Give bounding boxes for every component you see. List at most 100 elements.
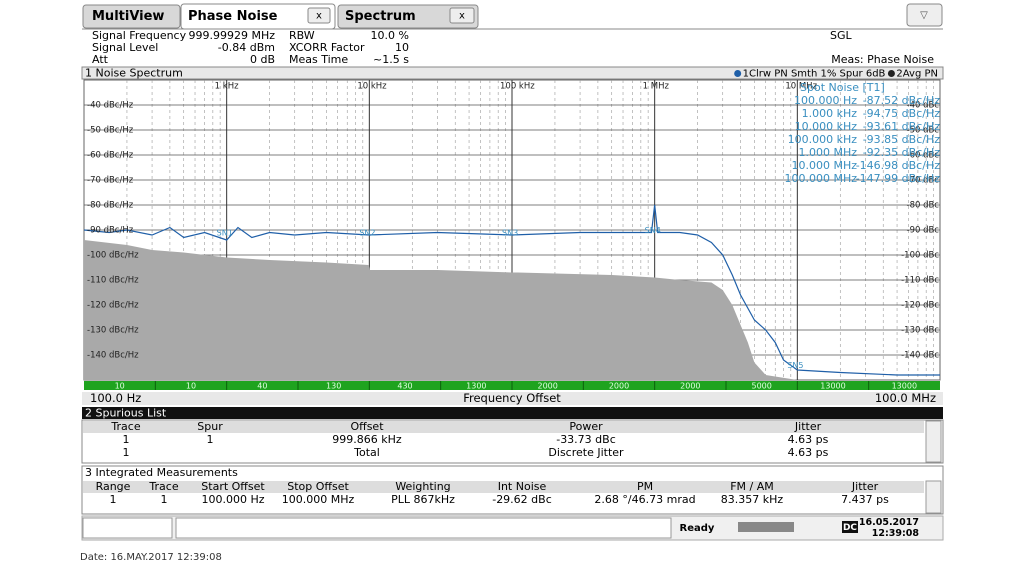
legend-label: 1Clrw PN Smth 1% Spur 6dB <box>743 69 886 80</box>
column-header: Jitter <box>851 480 879 493</box>
spot-value: -147.99 dBc/Hz <box>856 172 941 185</box>
info-value: ~1.5 s <box>373 53 409 66</box>
info-label: Signal Level <box>92 41 158 54</box>
span-label: 5000 <box>751 382 771 391</box>
span-label: 10 <box>115 382 125 391</box>
y-tick-label: -90 dBc/Hz <box>87 226 134 236</box>
x-tick-label: 1 kHz <box>215 82 239 92</box>
info-value: -0.84 dBm <box>218 41 275 54</box>
y-tick-label-right: -120 dBc <box>901 301 939 311</box>
x-start: 100.0 Hz <box>90 391 141 405</box>
tab-bg[interactable] <box>82 4 181 29</box>
span-label: 10 <box>186 382 196 391</box>
content: MultiView Phase Noise Spectrum Signal Frequ… <box>80 9 940 563</box>
marker-label: SN2 <box>359 229 375 238</box>
cell: 1 <box>123 446 130 459</box>
column-header: Jitter <box>794 420 822 433</box>
marker-label: SN1 <box>217 229 233 238</box>
cell: 1 <box>123 433 130 446</box>
y-tick-label: -110 dBc/Hz <box>87 276 139 286</box>
x-end: 100.0 MHz <box>875 391 936 405</box>
y-tick-label: -40 dBc/Hz <box>87 101 134 111</box>
cell: 100.000 MHz <box>282 493 355 506</box>
window-title: 2 Spurious List <box>85 407 167 420</box>
trace-line <box>83 204 940 376</box>
dropdown-button[interactable] <box>906 3 943 27</box>
dropdown-icon: ▽ <box>920 10 928 21</box>
y-tick-label-right: -140 dBc <box>901 351 939 361</box>
y-tick-label: -70 dBc/Hz <box>87 176 134 186</box>
info-value: 0 dB <box>250 53 275 66</box>
spot-frequency: 10.000 kHz <box>795 120 858 133</box>
column-header: FM / AM <box>730 480 774 493</box>
y-tick-label: -140 dBc/Hz <box>87 351 139 361</box>
close-button[interactable] <box>307 7 331 24</box>
span-label: 40 <box>257 382 267 391</box>
dc-badge <box>842 521 858 533</box>
y-tick-label: -50 dBc/Hz <box>87 126 134 136</box>
info-value: 10.0 % <box>371 29 409 42</box>
info-label: Att <box>92 53 109 66</box>
scrollbar[interactable] <box>925 480 942 514</box>
column-header: Weighting <box>395 480 450 493</box>
cell: 100.000 Hz <box>201 493 264 506</box>
spot-frequency: 10.000 MHz <box>791 159 857 172</box>
sweep-mode: SGL <box>830 29 853 42</box>
trace-area <box>84 240 940 380</box>
y-tick-label-right: -80 dBc <box>907 201 940 211</box>
y-tick-label-right: -130 dBc <box>901 326 939 336</box>
input-box[interactable] <box>175 517 672 539</box>
window-title-bar <box>81 66 944 80</box>
column-header: Start Offset <box>201 480 265 493</box>
y-tick-label-right: -60 dBc <box>907 151 940 161</box>
measurement-name: Meas: Phase Noise <box>831 53 934 66</box>
marker-label: SN3 <box>502 229 518 238</box>
spot-value: -93.61 dBc/Hz <box>863 120 941 133</box>
y-tick-label-right: -40 dBc <box>907 101 940 111</box>
legend-label: 2Avg PN <box>896 69 938 80</box>
info-label: Signal Frequency <box>92 29 187 42</box>
span-label: 1300 <box>466 382 486 391</box>
span-label: 13000 <box>820 382 845 391</box>
cell: 999.866 kHz <box>332 433 402 446</box>
column-header: Int Noise <box>498 480 547 493</box>
column-header: Power <box>569 420 603 433</box>
cell: 2.68 °/46.73 mrad <box>594 493 695 506</box>
y-tick-label: -60 dBc/Hz <box>87 151 134 161</box>
x-tick-label: 100 kHz <box>500 82 535 92</box>
tab-bg[interactable] <box>337 4 479 29</box>
tab-label: MultiView <box>92 9 164 24</box>
cell: 1 <box>207 433 214 446</box>
y-tick-label-right: -90 dBc <box>907 226 940 236</box>
cell: 1 <box>161 493 168 506</box>
y-tick-label-right: -50 dBc <box>907 126 940 136</box>
span-label: 2000 <box>680 382 700 391</box>
x-tick-label: 10 kHz <box>357 82 387 92</box>
close-icon: x <box>316 11 322 22</box>
close-icon: x <box>459 11 465 22</box>
cell: 4.63 ps <box>788 446 829 459</box>
y-tick-label-right: -100 dBc <box>901 251 939 261</box>
y-tick-label: -130 dBc/Hz <box>87 326 139 336</box>
marker-label: SN5 <box>787 361 803 370</box>
y-tick-label-right: -110 dBc <box>901 276 939 286</box>
input-box[interactable] <box>82 517 173 539</box>
cell: PLL 867kHz <box>391 493 455 506</box>
time: 12:39:08 <box>872 528 920 539</box>
date: 16.05.2017 <box>859 517 919 528</box>
span-label: 130 <box>326 382 341 391</box>
info-value: 999.99929 MHz <box>188 29 275 42</box>
column-header: Range <box>96 480 131 493</box>
cell: -29.62 dBc <box>492 493 552 506</box>
cell: 7.437 ps <box>841 493 889 506</box>
x-tick-label: 1 MHz <box>643 82 670 92</box>
progress-bar <box>738 522 794 532</box>
dc-label: DC <box>843 523 857 533</box>
spot-frequency: 1.000 MHz <box>798 146 857 159</box>
close-button[interactable] <box>449 7 475 24</box>
span-label: 2000 <box>609 382 629 391</box>
scrollbar[interactable] <box>925 420 942 463</box>
cell: 4.63 ps <box>788 433 829 446</box>
window-title-bar <box>82 407 943 419</box>
